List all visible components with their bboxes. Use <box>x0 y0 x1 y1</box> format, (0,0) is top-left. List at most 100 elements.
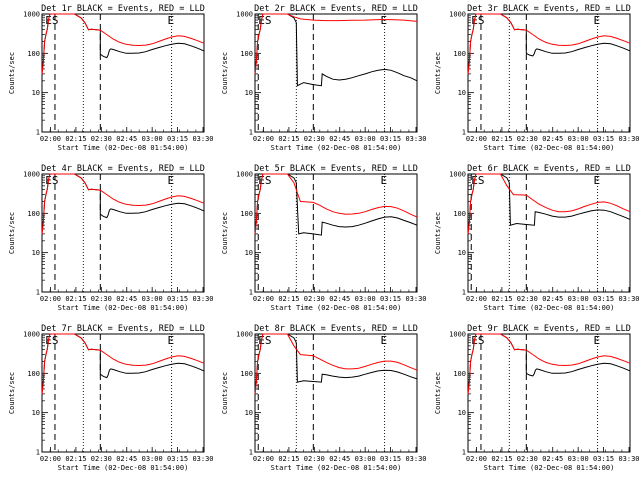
y-tick-label: 1000 <box>23 331 40 339</box>
x-tick-label: 02:00 <box>40 135 61 143</box>
x-tick-label: 02:00 <box>253 455 274 463</box>
y-tick-label: 10 <box>32 89 40 97</box>
y-axis-label: Counts/sec <box>8 212 16 254</box>
y-tick-label: 100 <box>27 210 40 218</box>
y-axis-label: Counts/sec <box>221 212 229 254</box>
x-tick-label: 02:00 <box>253 135 274 143</box>
y-tick-label: 10 <box>245 89 253 97</box>
x-axis-label: Start Time (02-Dec-08 01:54:00) <box>484 144 615 152</box>
x-tick-label: 03:15 <box>593 295 614 303</box>
x-axis-label: Start Time (02-Dec-08 01:54:00) <box>271 464 402 472</box>
y-tick-label: 1 <box>249 129 253 137</box>
x-tick-label: 03:30 <box>405 295 426 303</box>
chart-panel-9: Det 9r BLACK = Events, RED = LLD 1 10 100 10… <box>434 324 640 472</box>
x-tick-label: 02:00 <box>466 455 487 463</box>
start-marker-label: ES <box>471 14 484 27</box>
y-tick-label: 10 <box>32 249 40 257</box>
x-axis-label: Start Time (02-Dec-08 01:54:00) <box>484 304 615 312</box>
start-marker-label: ES <box>45 334 58 347</box>
x-tick-label: 02:30 <box>517 135 538 143</box>
x-tick-label: 02:00 <box>253 295 274 303</box>
x-tick-label: 03:15 <box>380 135 401 143</box>
plot-frame <box>467 13 631 133</box>
y-tick-label: 1 <box>36 289 40 297</box>
start-marker-label: ES <box>471 174 484 187</box>
x-tick-label: 02:15 <box>278 135 299 143</box>
x-tick-label: 03:15 <box>593 135 614 143</box>
plot-frame <box>254 333 418 453</box>
x-tick-label: 02:00 <box>466 135 487 143</box>
chart-title: Det 2r BLACK = Events, RED = LLD <box>254 4 418 14</box>
x-axis-label: Start Time (02-Dec-08 01:54:00) <box>58 304 189 312</box>
x-axis-label: Start Time (02-Dec-08 01:54:00) <box>271 304 402 312</box>
y-axis-label: Counts/sec <box>434 52 442 94</box>
red-series-line <box>467 333 631 394</box>
plot-frame <box>254 173 418 293</box>
y-axis-label: Counts/sec <box>221 52 229 94</box>
x-tick-label: 02:45 <box>116 135 137 143</box>
x-axis-label: Start Time (02-Dec-08 01:54:00) <box>484 464 615 472</box>
y-tick-label: 1000 <box>449 11 466 19</box>
x-tick-label: 03:15 <box>593 455 614 463</box>
x-tick-label: 02:15 <box>491 135 512 143</box>
x-tick-label: 03:15 <box>380 455 401 463</box>
y-tick-label: 1 <box>462 289 466 297</box>
red-series-line <box>41 173 205 234</box>
y-axis-label: Counts/sec <box>8 372 16 414</box>
y-tick-label: 10 <box>458 249 466 257</box>
x-tick-label: 03:15 <box>167 455 188 463</box>
chart-panel-2: Det 2r BLACK = Events, RED = LLD 1 10 100 10… <box>221 4 427 152</box>
x-tick-label: 03:15 <box>380 295 401 303</box>
y-tick-label: 1 <box>36 129 40 137</box>
y-tick-label: 100 <box>240 210 253 218</box>
x-tick-label: 03:30 <box>405 455 426 463</box>
x-tick-label: 03:00 <box>568 295 589 303</box>
chart-title: Det 9r BLACK = Events, RED = LLD <box>467 324 631 334</box>
x-tick-label: 03:30 <box>192 455 213 463</box>
red-series-line <box>254 13 418 74</box>
y-axis-label: Counts/sec <box>434 372 442 414</box>
x-tick-label: 03:30 <box>192 295 213 303</box>
x-tick-label: 02:45 <box>116 295 137 303</box>
y-tick-label: 10 <box>245 409 253 417</box>
end-marker-label: E <box>593 174 600 187</box>
x-tick-label: 03:15 <box>167 135 188 143</box>
y-tick-label: 1000 <box>236 11 253 19</box>
x-tick-label: 03:00 <box>568 455 589 463</box>
chart-title: Det 4r BLACK = Events, RED = LLD <box>41 164 205 174</box>
start-marker-label: ES <box>258 174 271 187</box>
chart-panel-5: Det 5r BLACK = Events, RED = LLD 1 10 100 10… <box>221 164 427 312</box>
x-tick-label: 02:15 <box>65 135 86 143</box>
end-marker-label: E <box>380 14 387 27</box>
y-tick-label: 1000 <box>23 171 40 179</box>
chart-title: Det 1r BLACK = Events, RED = LLD <box>41 4 205 14</box>
x-tick-label: 02:30 <box>304 295 325 303</box>
chart-title: Det 6r BLACK = Events, RED = LLD <box>467 164 631 174</box>
start-marker-label: ES <box>45 174 58 187</box>
y-tick-label: 1000 <box>236 331 253 339</box>
x-tick-label: 02:00 <box>40 455 61 463</box>
x-tick-label: 02:15 <box>491 295 512 303</box>
x-tick-label: 02:45 <box>542 455 563 463</box>
x-tick-label: 03:00 <box>568 135 589 143</box>
plot-frame <box>41 13 205 133</box>
x-tick-label: 03:00 <box>355 135 376 143</box>
chart-panel-8: Det 8r BLACK = Events, RED = LLD 1 10 100 10… <box>221 324 427 472</box>
y-tick-label: 1 <box>249 449 253 457</box>
y-tick-label: 1000 <box>449 171 466 179</box>
x-tick-label: 02:30 <box>91 135 112 143</box>
x-tick-label: 02:15 <box>65 295 86 303</box>
chart-panel-7: Det 7r BLACK = Events, RED = LLD 1 10 100 10… <box>8 324 214 472</box>
y-tick-label: 100 <box>27 50 40 58</box>
y-tick-label: 10 <box>245 249 253 257</box>
start-marker-label: ES <box>45 14 58 27</box>
x-tick-label: 02:30 <box>91 295 112 303</box>
x-tick-label: 02:15 <box>65 455 86 463</box>
y-axis-label: Counts/sec <box>221 372 229 414</box>
x-axis-label: Start Time (02-Dec-08 01:54:00) <box>58 464 189 472</box>
black-series-line <box>254 13 418 87</box>
x-tick-label: 03:00 <box>142 295 163 303</box>
plot-frame <box>41 333 205 453</box>
y-tick-label: 100 <box>27 370 40 378</box>
